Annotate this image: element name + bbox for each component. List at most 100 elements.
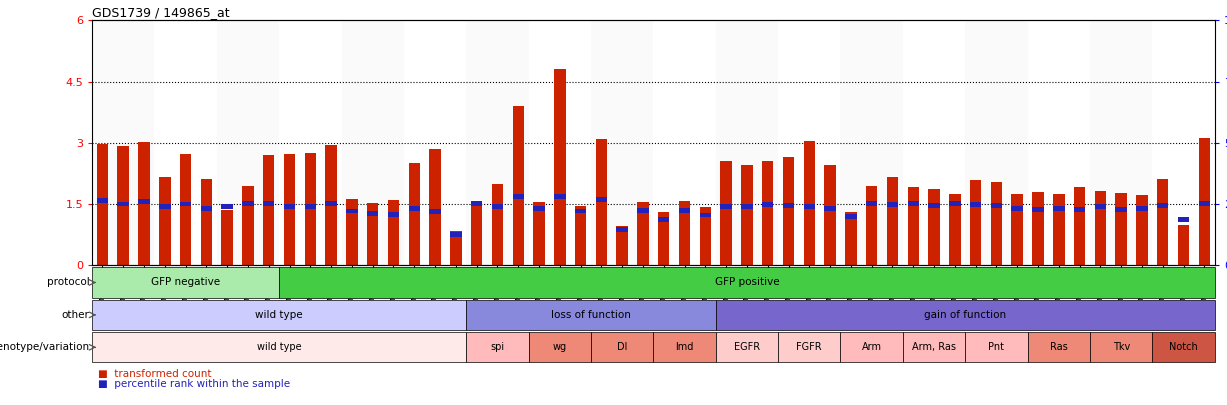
Text: wild type: wild type <box>255 310 303 320</box>
Text: Dl: Dl <box>617 342 627 352</box>
Bar <box>409 163 420 265</box>
Bar <box>575 206 587 265</box>
Bar <box>653 332 715 362</box>
Bar <box>990 181 1002 265</box>
Bar <box>699 207 712 265</box>
Bar <box>263 201 275 206</box>
Text: Arm, Ras: Arm, Ras <box>912 342 956 352</box>
Bar <box>637 208 649 213</box>
Bar <box>1053 194 1065 265</box>
Bar <box>97 198 108 203</box>
Text: loss of function: loss of function <box>551 310 631 320</box>
Text: wild type: wild type <box>256 342 302 352</box>
Bar <box>845 214 856 219</box>
Bar <box>715 300 1215 330</box>
Bar <box>325 201 337 206</box>
Bar <box>118 146 129 265</box>
Bar <box>840 332 903 362</box>
Bar <box>762 202 773 207</box>
Text: spi: spi <box>491 342 504 352</box>
Text: FGFR: FGFR <box>796 342 822 352</box>
Bar <box>513 194 524 199</box>
Text: GFP positive: GFP positive <box>714 277 779 288</box>
Bar <box>591 332 653 362</box>
Text: gain of function: gain of function <box>924 310 1006 320</box>
Bar <box>139 199 150 204</box>
Text: Ras: Ras <box>1050 342 1067 352</box>
Bar <box>950 194 961 265</box>
Bar <box>778 332 840 362</box>
Bar <box>450 232 461 237</box>
Bar <box>929 203 940 208</box>
Bar <box>595 197 607 202</box>
Bar <box>1090 20 1152 265</box>
Bar <box>720 161 731 265</box>
Bar <box>92 300 466 330</box>
Bar <box>1074 187 1086 265</box>
Bar <box>92 20 155 265</box>
Bar <box>555 194 566 199</box>
Bar <box>929 188 940 265</box>
Bar <box>845 212 856 265</box>
Bar <box>966 332 1027 362</box>
Text: Tkv: Tkv <box>1113 342 1130 352</box>
Bar <box>160 205 171 209</box>
Bar <box>529 332 591 362</box>
Bar <box>637 202 649 265</box>
Bar <box>783 157 794 265</box>
Bar <box>1027 332 1090 362</box>
Text: genotype/variation: genotype/variation <box>0 342 90 352</box>
Bar <box>388 212 399 217</box>
Text: Pnt: Pnt <box>989 342 1005 352</box>
Bar <box>1011 207 1023 211</box>
Bar <box>1032 207 1044 212</box>
Bar <box>783 203 794 208</box>
Bar <box>990 203 1002 208</box>
Bar <box>450 231 461 265</box>
Bar <box>367 203 378 265</box>
Bar <box>1094 205 1106 209</box>
Bar <box>471 201 482 206</box>
Bar <box>908 187 919 265</box>
Bar <box>466 300 715 330</box>
Bar <box>534 202 545 265</box>
Bar <box>180 202 191 207</box>
Bar <box>283 154 296 265</box>
Bar <box>242 185 254 265</box>
Bar <box>217 20 279 265</box>
Bar <box>825 206 836 211</box>
Bar <box>466 332 529 362</box>
Bar <box>201 206 212 211</box>
Bar <box>1094 191 1106 265</box>
Bar <box>658 217 670 222</box>
Bar <box>1090 332 1152 362</box>
Bar <box>616 226 628 265</box>
Bar <box>591 20 653 265</box>
Bar <box>720 204 731 209</box>
Bar <box>1136 207 1147 211</box>
Bar <box>575 209 587 213</box>
Bar <box>679 201 691 265</box>
Bar <box>950 201 961 206</box>
Text: Arm: Arm <box>861 342 882 352</box>
Bar <box>367 211 378 216</box>
Bar <box>388 200 399 265</box>
Bar <box>1053 207 1065 211</box>
Text: GFP negative: GFP negative <box>151 277 220 288</box>
Bar <box>1199 201 1210 206</box>
Bar <box>325 145 337 265</box>
Bar <box>1178 217 1189 222</box>
Text: other: other <box>61 310 90 320</box>
Bar <box>887 177 898 265</box>
Bar <box>201 179 212 265</box>
Bar <box>1157 203 1168 208</box>
Bar <box>534 207 545 211</box>
Bar <box>1152 332 1215 362</box>
Bar <box>1115 193 1126 265</box>
Bar <box>283 204 296 209</box>
Bar <box>492 183 503 265</box>
Bar <box>466 20 529 265</box>
Text: GDS1739 / 149865_at: GDS1739 / 149865_at <box>92 6 229 19</box>
Text: lmd: lmd <box>675 342 693 352</box>
Bar <box>513 106 524 265</box>
